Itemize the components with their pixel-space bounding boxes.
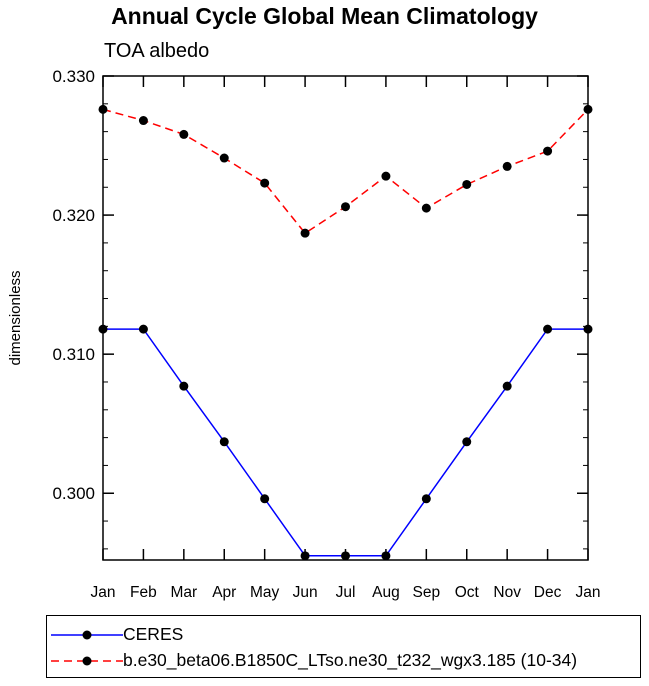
y-tick-label: 0.310 [52,345,95,364]
legend-marker-ceres [82,630,92,640]
series-ceres [98,324,593,561]
legend-marker-model [82,656,92,666]
x-tick-label: Sep [413,584,441,601]
x-tick-label: Jul [336,584,356,601]
data-point [381,551,391,561]
data-point [260,494,270,504]
series-line [103,328,588,557]
data-point [341,551,350,561]
x-tick-label: Aug [372,584,400,601]
series-model [98,104,593,238]
data-point [98,104,108,114]
data-point [300,228,310,238]
data-point [138,116,148,126]
legend-item-ceres: CERES [47,623,640,647]
data-point [543,146,553,156]
x-tick-label: Jan [576,584,601,601]
series-layer [98,104,593,561]
x-tick-label: Jan [91,584,116,601]
legend-swatch-ceres [51,630,123,640]
legend-swatch-model [51,656,123,666]
legend: CERES b.e30_beta06.B1850C_LTso.ne30_t232… [46,615,641,678]
x-tick-label: Dec [534,584,562,601]
data-point [502,381,512,391]
data-point [300,551,310,561]
legend-item-model: b.e30_beta06.B1850C_LTso.ne30_t232_wgx3.… [47,649,640,673]
y-tick-label: 0.320 [52,206,95,225]
data-point [341,202,350,212]
x-tick-label: Apr [212,584,236,601]
series-line [102,108,589,235]
data-point [219,437,229,447]
x-tick-label: May [250,584,280,601]
x-tick-label: Jun [293,584,318,601]
data-point [98,324,108,334]
data-point [462,179,472,189]
legend-label-ceres: CERES [123,624,184,644]
data-point [381,171,391,181]
x-tick-label: Nov [493,584,521,601]
data-point [138,324,148,334]
data-point [462,437,472,447]
data-point [421,494,431,504]
legend-label-model: b.e30_beta06.B1850C_LTso.ne30_t232_wgx3.… [123,650,578,670]
y-axis-ticks: 0.300 0.310 0.320 0.330 [52,67,588,503]
data-point [502,161,512,171]
y-tick-label: 0.300 [52,484,95,503]
data-point [421,203,431,213]
y-axis-label: dimensionless [7,270,24,365]
data-point [543,324,553,334]
chart-title: Annual Cycle Global Mean Climatology [111,3,538,29]
plot-frame [102,75,589,561]
y-tick-label: 0.330 [52,67,95,86]
x-axis-ticks: Jan Feb Mar Apr May Jun Jul Aug Sep Oct Nov Dec Jan [91,76,601,601]
x-tick-label: Mar [170,584,197,601]
x-tick-label: Oct [455,584,480,601]
data-point [583,104,593,114]
data-point [219,153,229,163]
x-tick-label: Feb [130,584,157,601]
data-point [179,381,189,391]
chart-subtitle: TOA albedo [104,40,210,62]
data-point [179,129,189,139]
data-point [260,178,270,188]
data-point [583,324,593,334]
y-minor-ticks [103,75,588,550]
